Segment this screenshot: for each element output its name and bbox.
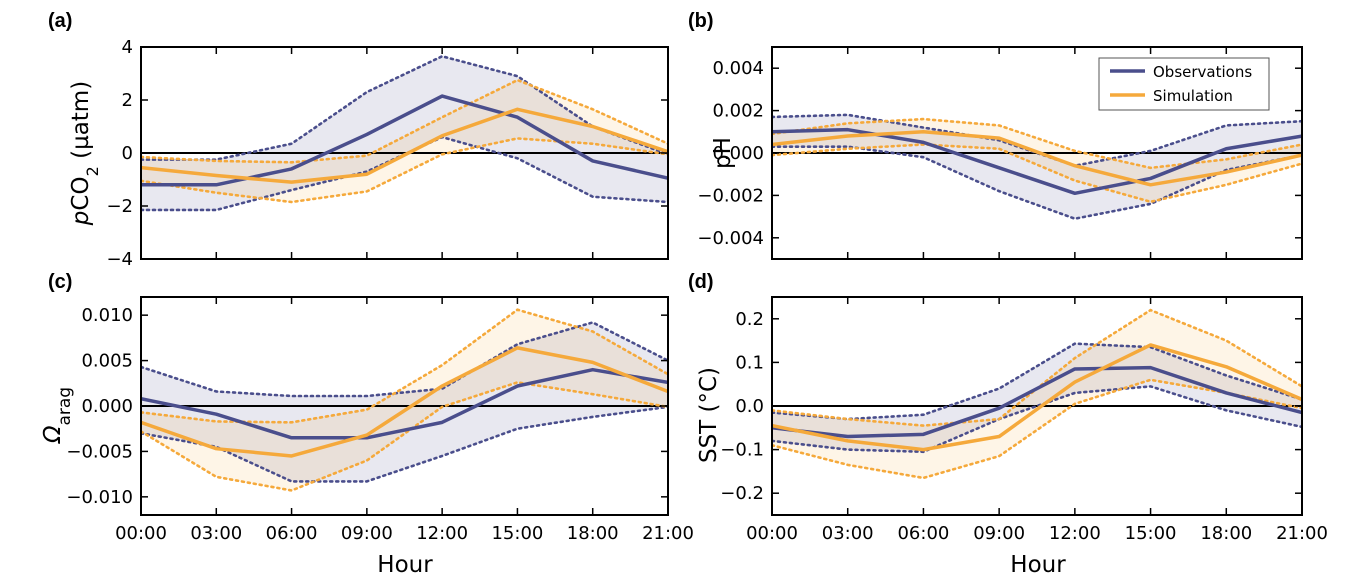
bound-lower-simulation-a	[141, 137, 668, 204]
xtick-label-d: 12:00	[1049, 523, 1101, 544]
plot-area-c	[141, 308, 668, 492]
xtick-label-d: 03:00	[822, 523, 874, 544]
line-simulation-d	[772, 343, 1302, 452]
panel-label-b: (b)	[688, 10, 714, 32]
plot-area-a	[141, 54, 668, 212]
plot-area-d	[772, 308, 1302, 480]
xtick-label-d: 18:00	[1200, 523, 1252, 544]
bound-upper-observations-d	[772, 342, 1302, 421]
line-simulation-b	[772, 130, 1302, 187]
panel-b: (b) pH Observations Simulation −0.004 −0.…	[688, 10, 1303, 260]
bound-upper-observations-a	[141, 54, 668, 161]
line-observations-a	[141, 94, 668, 187]
ylabel-d: SST (°C)	[696, 367, 722, 463]
panel-c: (c) Ωarag Hour −0.010 −0.005 0.000 0.005 0.0…	[40, 271, 694, 577]
ytick-label-d: 0.2	[735, 309, 764, 330]
ytick-label-a: 2	[122, 90, 133, 111]
xlabel-c: Hour	[377, 552, 433, 577]
ytick-label-d: −0.2	[720, 483, 764, 504]
bound-lower-simulation-b	[772, 143, 1302, 204]
bound-lower-simulation-c	[141, 381, 668, 492]
xtick-label-c: 15:00	[491, 523, 543, 544]
bound-lower-observations-d	[772, 385, 1302, 454]
legend-observations-label: Observations	[1153, 63, 1252, 81]
bound-upper-simulation-a	[141, 78, 668, 164]
ytick-label-d: 0.0	[735, 396, 764, 417]
ytick-label-a: 0	[122, 143, 133, 164]
xtick-label-c: 00:00	[115, 523, 167, 544]
panel-a: (a) pCO2 (µatm) −4 −2 0 2 4	[48, 10, 669, 270]
bound-upper-simulation-b	[772, 117, 1302, 170]
ytick-label-b: −0.002	[697, 185, 764, 206]
xtick-label-c: 03:00	[190, 523, 242, 544]
ytick-label-d: −0.1	[720, 440, 764, 461]
ytick-label-d: 0.1	[735, 352, 764, 373]
panel-label-d: (d)	[688, 271, 714, 293]
panel-d: (d) SST (°C) Hour −0.2 −0.1 0.0 0.1 0.2 00:00…	[688, 271, 1328, 577]
panel-label-c: (c)	[48, 271, 72, 293]
xtick-label-d: 21:00	[1276, 523, 1328, 544]
ytick-label-b: 0.002	[712, 101, 764, 122]
xtick-label-d: 06:00	[897, 523, 949, 544]
xtick-label-d: 00:00	[746, 523, 798, 544]
ytick-label-b: 0.004	[712, 58, 764, 79]
line-observations-d	[772, 365, 1302, 439]
ytick-label-c: −0.010	[66, 487, 133, 508]
ytick-label-a: −4	[106, 249, 133, 270]
ytick-label-c: 0.005	[81, 351, 133, 372]
line-observations-c	[141, 367, 668, 440]
ylabel-b: pH	[710, 137, 736, 169]
ytick-label-a: 4	[122, 37, 133, 58]
line-simulation-a	[141, 107, 668, 184]
ytick-label-a: −2	[106, 196, 133, 217]
band-simulation-c	[141, 309, 668, 491]
band-observations-c	[141, 322, 668, 482]
ylabel-a: pCO2 (µatm)	[68, 81, 102, 226]
bound-upper-observations-c	[141, 321, 668, 398]
bound-lower-simulation-d	[772, 378, 1302, 480]
xtick-label-d: 15:00	[1125, 523, 1177, 544]
ytick-label-b: 0.000	[712, 143, 764, 164]
xlabel-d: Hour	[1010, 552, 1066, 577]
plot-area-b	[772, 113, 1302, 221]
xtick-label-c: 21:00	[642, 523, 694, 544]
ylabel-c: Ωarag	[40, 387, 75, 444]
bound-lower-observations-c	[141, 405, 668, 483]
bound-upper-simulation-c	[141, 308, 668, 424]
ytick-label-c: −0.005	[66, 441, 133, 462]
legend-box	[1098, 57, 1270, 111]
xtick-label-c: 06:00	[266, 523, 318, 544]
ytick-label-c: 0.010	[81, 305, 133, 326]
panel-label-a: (a)	[48, 10, 72, 32]
legend-simulation-label: Simulation	[1153, 87, 1233, 105]
ytick-label-c: 0.000	[81, 396, 133, 417]
line-simulation-c	[141, 346, 668, 458]
xtick-label-c: 12:00	[416, 523, 468, 544]
legend: Observations Simulation	[1098, 57, 1270, 111]
xtick-label-c: 18:00	[567, 523, 619, 544]
line-observations-b	[772, 127, 1302, 196]
xtick-label-c: 09:00	[341, 523, 393, 544]
ytick-label-b: −0.004	[697, 228, 764, 249]
xtick-label-d: 09:00	[973, 523, 1025, 544]
